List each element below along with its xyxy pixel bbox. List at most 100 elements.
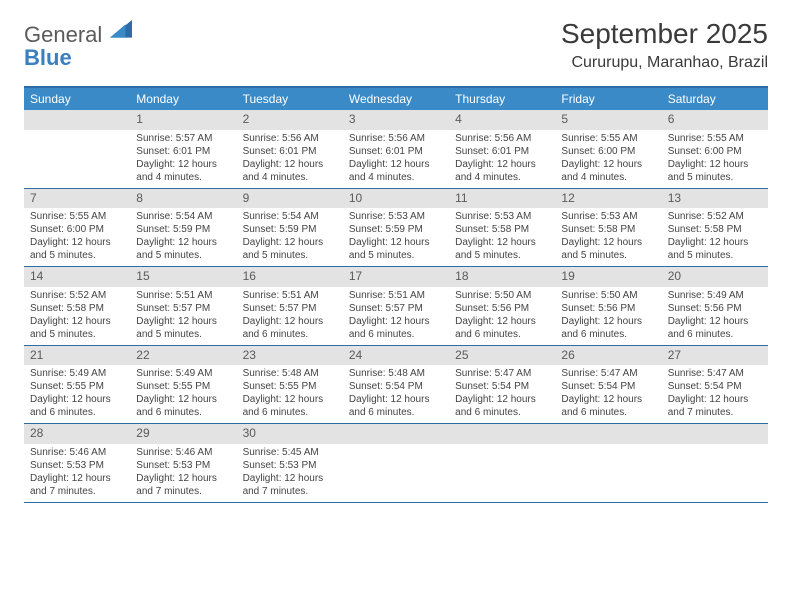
daylight-line2: and 6 minutes. bbox=[455, 406, 549, 419]
day-cell: 4Sunrise: 5:56 AMSunset: 6:01 PMDaylight… bbox=[449, 110, 555, 188]
day-body: Sunrise: 5:46 AMSunset: 5:53 PMDaylight:… bbox=[130, 444, 236, 502]
daylight-line1: Daylight: 12 hours bbox=[668, 315, 762, 328]
day-cell: 30Sunrise: 5:45 AMSunset: 5:53 PMDayligh… bbox=[237, 424, 343, 502]
daylight-line2: and 4 minutes. bbox=[243, 171, 337, 184]
day-cell: 20Sunrise: 5:49 AMSunset: 5:56 PMDayligh… bbox=[662, 267, 768, 345]
sunset-text: Sunset: 5:58 PM bbox=[455, 223, 549, 236]
title-block: September 2025 Cururupu, Maranhao, Brazi… bbox=[561, 18, 768, 72]
day-number: 16 bbox=[237, 267, 343, 287]
sunset-text: Sunset: 5:53 PM bbox=[243, 459, 337, 472]
daylight-line1: Daylight: 12 hours bbox=[455, 315, 549, 328]
sunset-text: Sunset: 6:00 PM bbox=[30, 223, 124, 236]
sunrise-text: Sunrise: 5:51 AM bbox=[349, 289, 443, 302]
day-body: Sunrise: 5:48 AMSunset: 5:55 PMDaylight:… bbox=[237, 365, 343, 423]
day-number bbox=[662, 424, 768, 444]
daylight-line2: and 5 minutes. bbox=[30, 249, 124, 262]
day-number: 6 bbox=[662, 110, 768, 130]
daylight-line1: Daylight: 12 hours bbox=[349, 236, 443, 249]
day-number: 22 bbox=[130, 346, 236, 366]
daylight-line1: Daylight: 12 hours bbox=[243, 393, 337, 406]
day-cell: 8Sunrise: 5:54 AMSunset: 5:59 PMDaylight… bbox=[130, 189, 236, 267]
day-number: 10 bbox=[343, 189, 449, 209]
day-cell: 24Sunrise: 5:48 AMSunset: 5:54 PMDayligh… bbox=[343, 346, 449, 424]
weekday-sunday: Sunday bbox=[24, 88, 130, 110]
daylight-line1: Daylight: 12 hours bbox=[561, 393, 655, 406]
day-number: 15 bbox=[130, 267, 236, 287]
day-number: 29 bbox=[130, 424, 236, 444]
daylight-line1: Daylight: 12 hours bbox=[136, 315, 230, 328]
daylight-line2: and 6 minutes. bbox=[349, 328, 443, 341]
day-number: 24 bbox=[343, 346, 449, 366]
weekday-wednesday: Wednesday bbox=[343, 88, 449, 110]
weekday-friday: Friday bbox=[555, 88, 661, 110]
sunrise-text: Sunrise: 5:54 AM bbox=[136, 210, 230, 223]
day-body: Sunrise: 5:56 AMSunset: 6:01 PMDaylight:… bbox=[237, 130, 343, 188]
day-cell: 12Sunrise: 5:53 AMSunset: 5:58 PMDayligh… bbox=[555, 189, 661, 267]
day-cell: 5Sunrise: 5:55 AMSunset: 6:00 PMDaylight… bbox=[555, 110, 661, 188]
day-number: 30 bbox=[237, 424, 343, 444]
week-row: 14Sunrise: 5:52 AMSunset: 5:58 PMDayligh… bbox=[24, 267, 768, 346]
sunrise-text: Sunrise: 5:50 AM bbox=[561, 289, 655, 302]
logo-text: General Blue bbox=[24, 18, 132, 69]
sunrise-text: Sunrise: 5:49 AM bbox=[136, 367, 230, 380]
daylight-line2: and 7 minutes. bbox=[30, 485, 124, 498]
day-cell: 2Sunrise: 5:56 AMSunset: 6:01 PMDaylight… bbox=[237, 110, 343, 188]
daylight-line2: and 6 minutes. bbox=[349, 406, 443, 419]
daylight-line1: Daylight: 12 hours bbox=[136, 158, 230, 171]
day-number: 3 bbox=[343, 110, 449, 130]
sunset-text: Sunset: 5:54 PM bbox=[561, 380, 655, 393]
day-number bbox=[555, 424, 661, 444]
sunset-text: Sunset: 5:57 PM bbox=[136, 302, 230, 315]
sunrise-text: Sunrise: 5:52 AM bbox=[668, 210, 762, 223]
daylight-line1: Daylight: 12 hours bbox=[30, 472, 124, 485]
daylight-line2: and 6 minutes. bbox=[561, 406, 655, 419]
daylight-line1: Daylight: 12 hours bbox=[349, 393, 443, 406]
day-body: Sunrise: 5:53 AMSunset: 5:58 PMDaylight:… bbox=[555, 208, 661, 266]
day-body: Sunrise: 5:55 AMSunset: 6:00 PMDaylight:… bbox=[555, 130, 661, 188]
day-body: Sunrise: 5:50 AMSunset: 5:56 PMDaylight:… bbox=[449, 287, 555, 345]
header: General Blue September 2025 Cururupu, Ma… bbox=[24, 18, 768, 72]
daylight-line1: Daylight: 12 hours bbox=[243, 315, 337, 328]
sunset-text: Sunset: 5:59 PM bbox=[349, 223, 443, 236]
daylight-line2: and 5 minutes. bbox=[668, 249, 762, 262]
sunset-text: Sunset: 5:55 PM bbox=[243, 380, 337, 393]
day-body bbox=[555, 444, 661, 450]
day-number: 28 bbox=[24, 424, 130, 444]
day-cell: 23Sunrise: 5:48 AMSunset: 5:55 PMDayligh… bbox=[237, 346, 343, 424]
day-cell bbox=[24, 110, 130, 188]
logo-triangle-icon bbox=[110, 20, 132, 42]
day-cell: 6Sunrise: 5:55 AMSunset: 6:00 PMDaylight… bbox=[662, 110, 768, 188]
day-body: Sunrise: 5:51 AMSunset: 5:57 PMDaylight:… bbox=[237, 287, 343, 345]
day-body: Sunrise: 5:56 AMSunset: 6:01 PMDaylight:… bbox=[449, 130, 555, 188]
daylight-line2: and 6 minutes. bbox=[243, 328, 337, 341]
day-cell: 13Sunrise: 5:52 AMSunset: 5:58 PMDayligh… bbox=[662, 189, 768, 267]
day-body: Sunrise: 5:49 AMSunset: 5:55 PMDaylight:… bbox=[130, 365, 236, 423]
day-cell bbox=[343, 424, 449, 502]
day-body: Sunrise: 5:51 AMSunset: 5:57 PMDaylight:… bbox=[343, 287, 449, 345]
daylight-line2: and 4 minutes. bbox=[561, 171, 655, 184]
daylight-line1: Daylight: 12 hours bbox=[136, 236, 230, 249]
sunset-text: Sunset: 5:56 PM bbox=[668, 302, 762, 315]
sunset-text: Sunset: 6:01 PM bbox=[455, 145, 549, 158]
day-number: 20 bbox=[662, 267, 768, 287]
daylight-line1: Daylight: 12 hours bbox=[243, 158, 337, 171]
daylight-line1: Daylight: 12 hours bbox=[668, 158, 762, 171]
logo-line1: General bbox=[24, 22, 102, 47]
sunrise-text: Sunrise: 5:46 AM bbox=[136, 446, 230, 459]
day-number: 19 bbox=[555, 267, 661, 287]
sunset-text: Sunset: 5:54 PM bbox=[668, 380, 762, 393]
day-body bbox=[449, 444, 555, 450]
daylight-line1: Daylight: 12 hours bbox=[30, 236, 124, 249]
sunset-text: Sunset: 5:54 PM bbox=[455, 380, 549, 393]
daylight-line2: and 5 minutes. bbox=[136, 328, 230, 341]
sunrise-text: Sunrise: 5:49 AM bbox=[30, 367, 124, 380]
sunrise-text: Sunrise: 5:57 AM bbox=[136, 132, 230, 145]
day-number bbox=[449, 424, 555, 444]
day-number: 11 bbox=[449, 189, 555, 209]
day-body: Sunrise: 5:47 AMSunset: 5:54 PMDaylight:… bbox=[662, 365, 768, 423]
day-body: Sunrise: 5:52 AMSunset: 5:58 PMDaylight:… bbox=[662, 208, 768, 266]
daylight-line2: and 5 minutes. bbox=[561, 249, 655, 262]
day-body: Sunrise: 5:55 AMSunset: 6:00 PMDaylight:… bbox=[24, 208, 130, 266]
sunrise-text: Sunrise: 5:56 AM bbox=[349, 132, 443, 145]
daylight-line1: Daylight: 12 hours bbox=[349, 315, 443, 328]
